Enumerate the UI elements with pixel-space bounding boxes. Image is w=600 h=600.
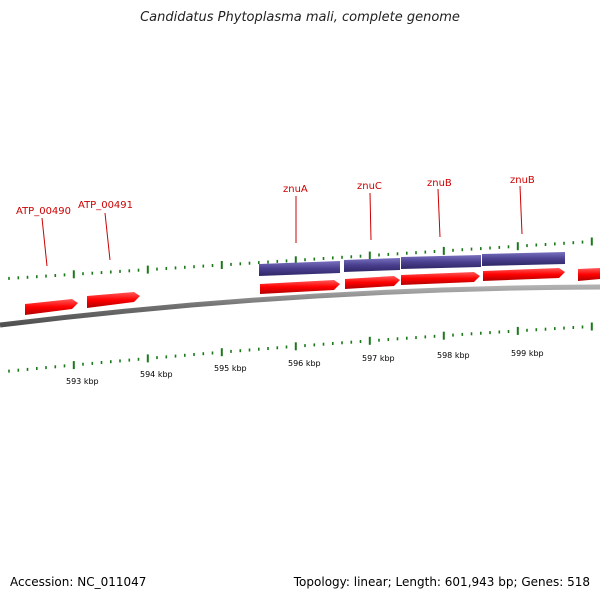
label-leader <box>41 217 48 267</box>
map-title: Candidatus Phytoplasma mali, complete ge… <box>140 10 460 25</box>
gene-track <box>25 268 600 315</box>
scale-label: 597 kbp <box>362 354 395 363</box>
upper-tick-track <box>8 237 593 280</box>
scale-label: 595 kbp <box>214 364 247 373</box>
cds-feature <box>401 255 481 269</box>
gene-arrow <box>87 292 140 308</box>
scale-label: 599 kbp <box>511 349 544 358</box>
gene-arrow <box>25 299 78 315</box>
genome-backbone <box>0 284 600 328</box>
gene-labels: ATP_00490 ATP_00491 znuA znuC znuB znuB <box>16 175 535 267</box>
gene-label: ATP_00490 <box>16 206 71 217</box>
gene-arrow <box>401 272 480 285</box>
gene-label: znuA <box>283 184 308 195</box>
gene-arrow <box>345 276 400 289</box>
gene-label: znuB <box>510 175 535 186</box>
label-leader <box>519 185 523 235</box>
cds-feature <box>344 258 400 272</box>
scale-label: 594 kbp <box>140 370 173 379</box>
scale-labels: 593 kbp 594 kbp 595 kbp 596 kbp 597 kbp … <box>66 349 544 386</box>
gene-label: ATP_00491 <box>78 200 133 211</box>
label-leader <box>437 188 441 238</box>
label-leader <box>369 192 372 241</box>
gene-arrow <box>578 268 600 281</box>
accession-text: Accession: NC_011047 <box>10 575 147 589</box>
cds-feature <box>259 261 340 276</box>
label-leader <box>104 212 111 261</box>
lower-tick-track <box>8 322 593 373</box>
gene-label: znuB <box>427 178 452 189</box>
scale-label: 596 kbp <box>288 359 321 368</box>
cds-feature <box>482 252 565 266</box>
genome-summary-text: Topology: linear; Length: 601,943 bp; Ge… <box>293 575 590 589</box>
gene-arrow <box>260 280 340 294</box>
gene-label: znuC <box>357 181 382 192</box>
scale-label: 598 kbp <box>437 351 470 360</box>
scale-label: 593 kbp <box>66 377 99 386</box>
gene-arrow <box>483 268 565 281</box>
cds-track <box>259 252 565 276</box>
